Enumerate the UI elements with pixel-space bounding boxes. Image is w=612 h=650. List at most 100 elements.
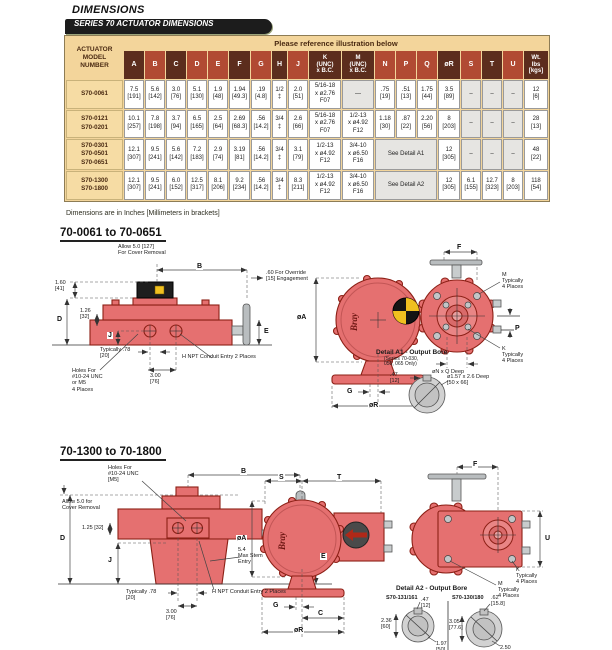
cell: 1.94 [49.3]: [229, 80, 250, 109]
cell: 5/16-18 x ø2.76 F07: [309, 80, 341, 109]
series-banner: SERIES 70 ACTUATOR DIMENSIONS: [65, 19, 272, 34]
model-cell: S70-1300 S70-1800: [66, 171, 123, 200]
label-dim-b: B: [196, 262, 204, 270]
label-allow-cover: Allow 5.0 for Cover Removal: [62, 498, 100, 511]
cell: –: [461, 109, 481, 138]
label-dim-p: P: [514, 324, 521, 332]
label-m-callout: M Typically 4 Places: [498, 580, 520, 600]
label-dim-oa: øA: [296, 313, 308, 321]
bray-logo: Bray: [277, 531, 287, 551]
cell: 12 [305]: [438, 139, 460, 171]
label-3-00: 3.00 [76]: [150, 372, 161, 385]
cell: 2.5 [64]: [208, 109, 228, 138]
col-G: G: [251, 51, 271, 79]
section1-title: 70-0061 to 70-0651: [60, 227, 166, 242]
col-T: T: [482, 51, 502, 79]
cell: 3.5 [89]: [438, 80, 460, 109]
col-S: S: [461, 51, 481, 79]
page-title: DIMENSIONS: [72, 4, 145, 16]
col-C: C: [166, 51, 186, 79]
detail-a2-left-197: 1.97 [50]: [436, 640, 447, 650]
cell: –: [503, 109, 523, 138]
label-typically-78: Typically .78 [20]: [126, 588, 157, 601]
cell: .75 [19]: [375, 80, 395, 109]
cell: 1/2-13 x ø4.92 F12: [342, 109, 374, 138]
cell: 3.7 [94]: [166, 109, 186, 138]
detail-a1-title: Detail A1 - Output Bore: [376, 348, 448, 356]
label-dim-g: G: [346, 387, 354, 395]
col-K: K (UNC) x B.C.: [309, 51, 341, 79]
detail-a1-47: .47 [12]: [390, 371, 400, 384]
label-conduit-entry: H NPT Conduit Entry 2 Places: [182, 353, 256, 360]
cell: 3/4 ‡: [272, 139, 287, 171]
cell: 12.1 [307]: [124, 139, 144, 171]
col-U: U: [503, 51, 523, 79]
col-E: E: [208, 51, 228, 79]
detail-a2-right-250: 2.50 [63.5]: [500, 644, 511, 650]
dimensions-table-frame: ACTUATOR MODEL NUMBER Please reference i…: [64, 35, 550, 202]
detail-a2-left-model: S70-131/161: [386, 594, 418, 601]
cell: –: [482, 80, 502, 109]
cell: 6.0 [152]: [166, 171, 186, 200]
cell: 8.3 [211]: [288, 171, 308, 200]
model-cell: S70-0121 S70-0201: [66, 109, 123, 138]
label-dim-f: F: [456, 243, 463, 251]
model-number-header: ACTUATOR MODEL NUMBER: [66, 37, 123, 79]
cell: 12.5 [317]: [187, 171, 207, 200]
cell: 7.2 [183]: [187, 139, 207, 171]
detail-a1-bore: ø1.57 x 2.6 Deep [50 x 66]: [447, 373, 490, 386]
label-dim-g: G: [272, 601, 280, 609]
detail-a2-right-model: S70-130/180: [452, 594, 484, 601]
cell: 6.1 [155]: [461, 171, 481, 200]
series70-dimensions-table: ACTUATOR MODEL NUMBER Please reference i…: [65, 36, 549, 201]
label-dim-e: E: [263, 327, 270, 335]
label-dim-d: D: [59, 534, 67, 542]
cell: 118 [54]: [524, 171, 548, 200]
section2-views: Bray: [58, 464, 543, 650]
cell: 10.1 [257]: [124, 109, 144, 138]
see-detail-a2-cell: See Detail A2: [375, 171, 437, 200]
cell: 2.0 [51]: [288, 80, 308, 109]
cell: 3.1 [79]: [288, 139, 308, 171]
label-dim-t: T: [336, 473, 343, 481]
cell: –: [503, 139, 523, 171]
cell: 9.2 [234]: [229, 171, 250, 200]
label-1-25: 1.25 [32]: [82, 524, 104, 531]
label-dim-j: J: [107, 331, 113, 339]
cell: 1.18 [30]: [375, 109, 395, 138]
col-B: B: [145, 51, 165, 79]
cell: 2.9 [74]: [208, 139, 228, 171]
cell: 3/4 ‡: [272, 109, 287, 138]
model-cell: S70-0301 S70-0501 S70-0651: [66, 139, 123, 171]
cell: 48 [22]: [524, 139, 548, 171]
cell: 5/16-18 x ø2.76 F07: [309, 109, 341, 138]
cell: –: [482, 109, 502, 138]
detail-a2-view: [393, 600, 503, 650]
label-dim-oa: øA: [236, 534, 248, 542]
drawing-section-1: 70-0061 to 70-0651: [0, 217, 612, 436]
cell: 1.9 [48]: [208, 80, 228, 109]
cell: .56 [14.2]: [251, 139, 271, 171]
label-k-callout: K Typically 4 Places: [502, 345, 524, 365]
label-dim-c: C: [317, 609, 325, 617]
label-override: .60 For Override [15] Engagement: [266, 269, 308, 282]
label-holes: Holes For #10-24 UNC [M5]: [108, 464, 139, 484]
cell: 5.6 [142]: [166, 139, 186, 171]
cell: 2.20 [56]: [417, 109, 437, 138]
cell: 2.69 [68.3]: [229, 109, 250, 138]
label-holes: Holes For #10-24 UNC or M5 4 Places: [72, 367, 103, 393]
bottom-view: [418, 249, 520, 368]
label-3-00: 3.00 [76]: [166, 608, 177, 621]
cell: 2.6 [66]: [288, 109, 308, 138]
cell: 7.8 [198]: [145, 109, 165, 138]
side-view: Bray: [313, 274, 425, 409]
front-view: [52, 263, 272, 373]
section1-views: Bray: [52, 249, 520, 413]
label-dim-f: F: [472, 460, 479, 468]
detail-a1-subtitle: (Series 70-030, 050, 065 Only): [384, 355, 419, 368]
cell: –: [461, 80, 481, 109]
cell: 9.5 [241]: [145, 171, 165, 200]
section1-drawing: Bray: [0, 242, 612, 436]
cell: 5.1 [130]: [187, 80, 207, 109]
label-1-26: 1.26 [32]: [80, 307, 91, 320]
